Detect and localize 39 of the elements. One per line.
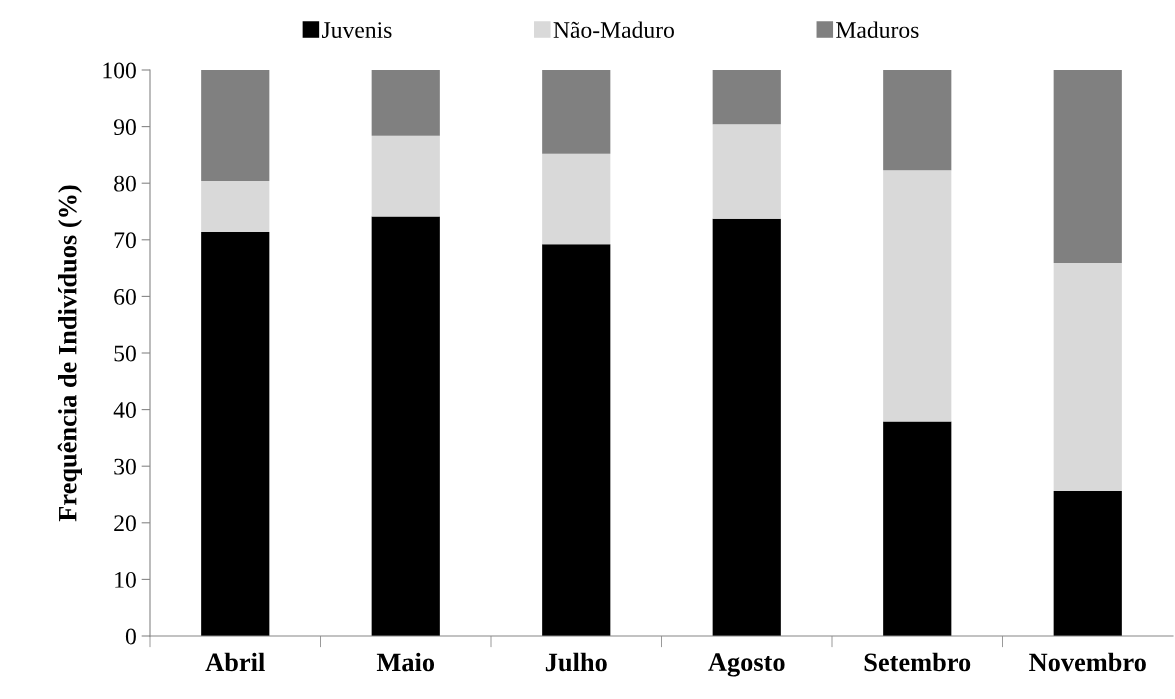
- bar: [371, 70, 440, 136]
- bar: [712, 70, 781, 125]
- x-tick-label: Agosto: [708, 653, 785, 677]
- bar: [883, 170, 952, 422]
- y-tick-label: 20: [114, 515, 136, 532]
- y-axis-title: Frequência de Indivíduos (%): [57, 185, 82, 522]
- y-tick-label: 80: [114, 175, 136, 192]
- legend-label: Juvenis: [322, 22, 392, 39]
- bar: [371, 135, 440, 217]
- y-tick-label: 90: [113, 119, 136, 136]
- y-tick-label: 10: [115, 571, 136, 588]
- x-tick-label: Maio: [376, 652, 435, 672]
- legend-label: Não-Maduro: [553, 21, 674, 39]
- y-tick-label: 40: [113, 402, 136, 419]
- bar: [371, 216, 440, 636]
- bar: [883, 70, 952, 171]
- bar: [1053, 491, 1122, 636]
- bar: [542, 70, 611, 154]
- bar: [1053, 263, 1122, 492]
- bar: [542, 153, 611, 245]
- bar: [712, 218, 781, 636]
- bar: [201, 70, 270, 181]
- bar: [201, 231, 270, 636]
- y-tick-label: 70: [114, 232, 136, 249]
- bar: [201, 180, 270, 232]
- bar: [542, 244, 611, 636]
- legend-label: Maduros: [836, 21, 919, 39]
- y-tick-label: 60: [114, 288, 136, 305]
- y-tick-label: 30: [114, 458, 136, 475]
- x-tick-label: Julho: [545, 652, 607, 672]
- bar: [1053, 70, 1122, 264]
- x-tick-label: Setembro: [864, 652, 971, 672]
- y-tick-label: 100: [103, 62, 136, 79]
- bar: [883, 421, 952, 636]
- x-tick-label: Novembro: [1029, 652, 1146, 672]
- x-tick-label: Abril: [205, 652, 265, 672]
- y-tick-label: 0: [125, 628, 136, 645]
- bar: [712, 124, 781, 219]
- y-tick-label: 50: [114, 345, 136, 362]
